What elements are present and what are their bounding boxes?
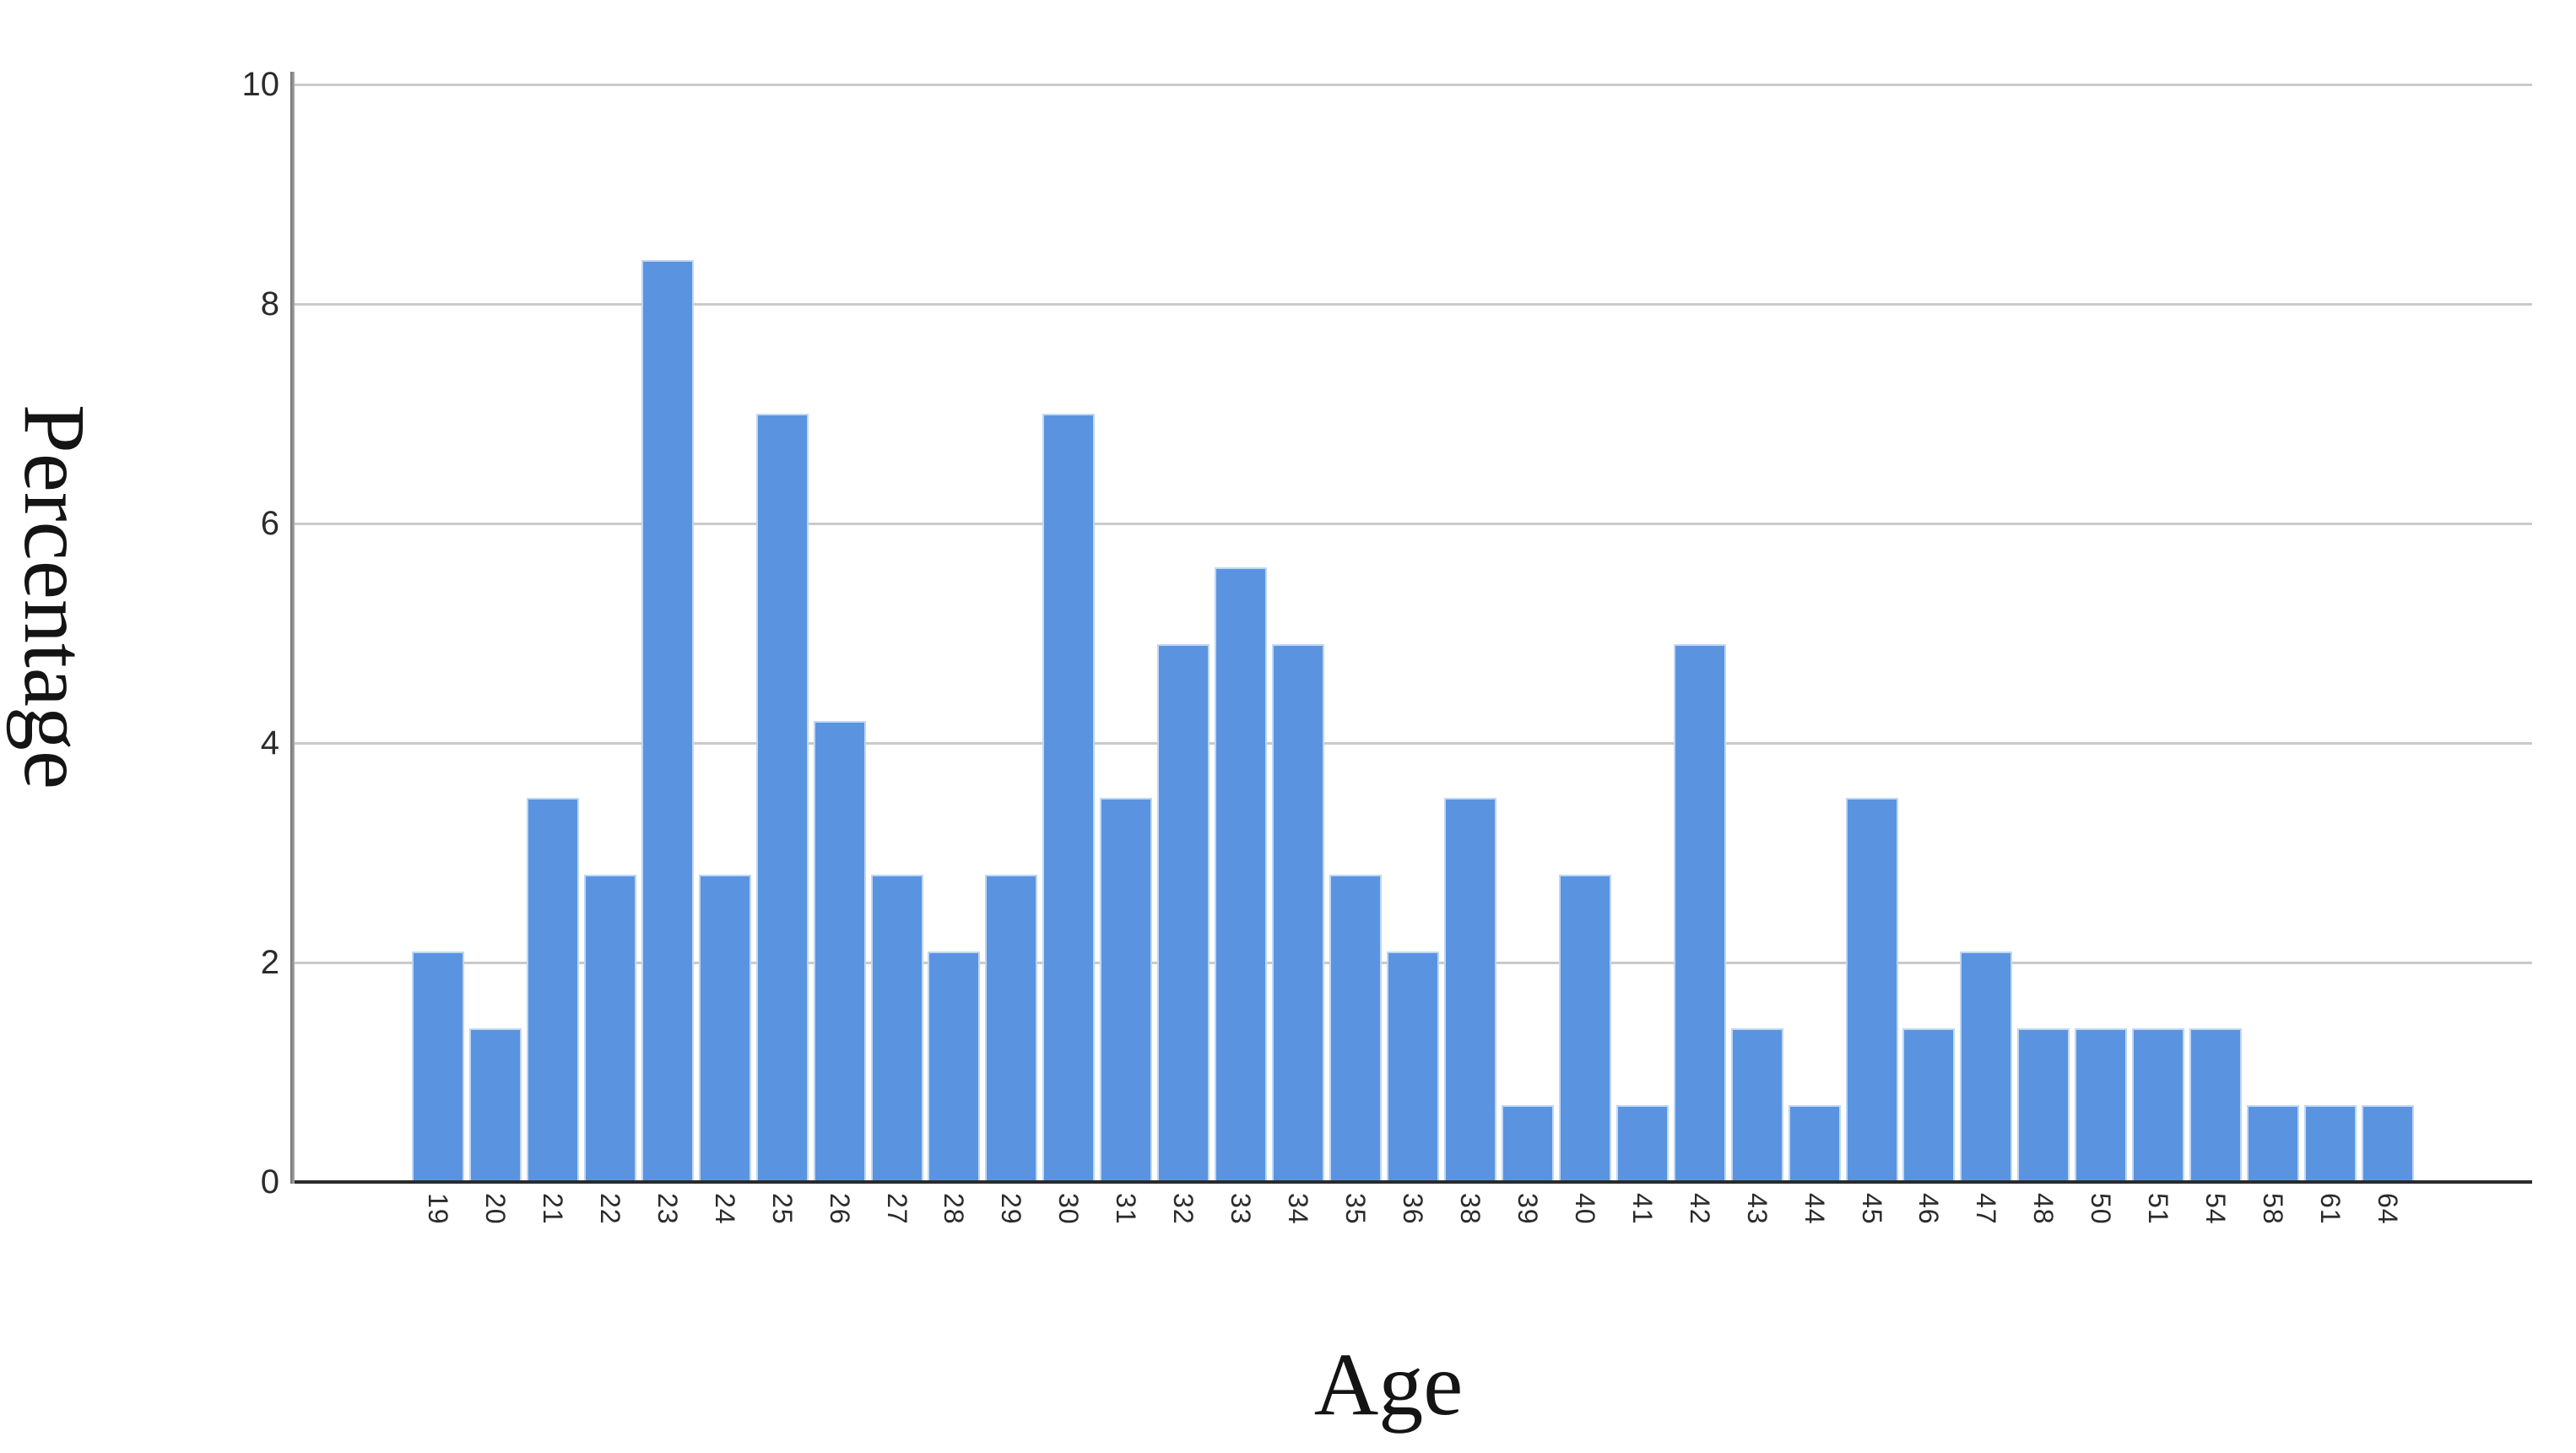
bar [871, 875, 923, 1182]
bar [2247, 1105, 2299, 1182]
x-tick-label: 32 [1168, 1193, 1199, 1225]
x-tick-label: 61 [2315, 1193, 2346, 1225]
x-tick-label: 42 [1685, 1193, 1715, 1225]
bar [1674, 644, 1726, 1182]
bar [2017, 1028, 2070, 1182]
x-tick-label: 25 [767, 1193, 798, 1225]
x-tick-label: 46 [1913, 1193, 1944, 1225]
bar [1559, 875, 1611, 1182]
y-tick-label: 10 [241, 66, 280, 103]
bar [1444, 798, 1496, 1182]
bar [2189, 1028, 2242, 1182]
y-tick-label: 8 [260, 285, 279, 323]
x-tick-label: 29 [996, 1193, 1026, 1225]
bar [527, 798, 579, 1182]
x-tick-label: 40 [1570, 1193, 1600, 1225]
bar [1272, 644, 1324, 1182]
x-tick-label: 35 [1340, 1193, 1371, 1225]
bar [1100, 798, 1152, 1182]
bar [1157, 644, 1210, 1182]
bar [1902, 1028, 1955, 1182]
bar [2132, 1028, 2184, 1182]
gridline [294, 523, 2532, 525]
x-tick-label: 21 [538, 1193, 568, 1225]
x-tick-label: 23 [652, 1193, 683, 1225]
x-tick-label: 33 [1226, 1193, 1256, 1225]
x-tick-label: 44 [1799, 1193, 1830, 1225]
bar [1960, 951, 2012, 1182]
x-tick-label: 51 [2143, 1193, 2173, 1225]
x-axis-title: Age [1313, 1335, 1464, 1434]
y-tick-label: 0 [260, 1163, 279, 1201]
bar [1387, 951, 1439, 1182]
y-tick-label: 6 [260, 505, 279, 542]
x-tick-label: 39 [1513, 1193, 1543, 1225]
bar [2075, 1028, 2127, 1182]
bar [928, 951, 980, 1182]
gridline [294, 742, 2532, 745]
x-tick-label: 43 [1742, 1193, 1772, 1225]
x-tick-label: 24 [710, 1193, 740, 1225]
bar [412, 951, 464, 1182]
x-tick-label: 20 [480, 1193, 511, 1225]
x-tick-label: 26 [825, 1193, 855, 1225]
bar [641, 260, 694, 1182]
bar [2304, 1105, 2357, 1182]
x-tick-label: 31 [1111, 1193, 1141, 1225]
bar [1215, 567, 1267, 1182]
x-tick-label: 22 [595, 1193, 625, 1225]
x-tick-label: 34 [1283, 1193, 1313, 1225]
x-tick-label: 38 [1455, 1193, 1486, 1225]
y-tick-label: 2 [260, 944, 279, 981]
bar [1731, 1028, 1783, 1182]
x-tick-label: 50 [2086, 1193, 2116, 1225]
y-axis-line [290, 72, 295, 1184]
gridline [294, 303, 2532, 306]
bar [469, 1028, 522, 1182]
x-tick-label: 54 [2200, 1193, 2231, 1225]
bar [2362, 1105, 2414, 1182]
bar [1846, 798, 1898, 1182]
x-tick-label: 30 [1053, 1193, 1084, 1225]
x-tick-label: 27 [882, 1193, 912, 1225]
bar [814, 721, 866, 1182]
x-tick-label: 28 [939, 1193, 969, 1225]
x-tick-label: 64 [2373, 1193, 2403, 1225]
x-tick-label: 47 [1971, 1193, 2001, 1225]
x-tick-label: 19 [423, 1193, 453, 1225]
bar [756, 414, 809, 1182]
bar [1789, 1105, 1841, 1182]
x-tick-label: 41 [1627, 1193, 1658, 1225]
x-tick-label: 58 [2258, 1193, 2288, 1225]
gridline [294, 84, 2532, 86]
bar [584, 875, 636, 1182]
bar [1329, 875, 1382, 1182]
bar [985, 875, 1037, 1182]
bar [1502, 1105, 1554, 1182]
x-tick-label: 48 [2028, 1193, 2059, 1225]
x-tick-label: 45 [1857, 1193, 1887, 1225]
y-axis-title: Percentage [6, 404, 103, 790]
bar [1616, 1105, 1669, 1182]
bar [1042, 414, 1095, 1182]
bar [699, 875, 751, 1182]
y-tick-label: 4 [260, 724, 279, 762]
x-tick-label: 36 [1398, 1193, 1428, 1225]
x-axis-line [292, 1180, 2532, 1184]
